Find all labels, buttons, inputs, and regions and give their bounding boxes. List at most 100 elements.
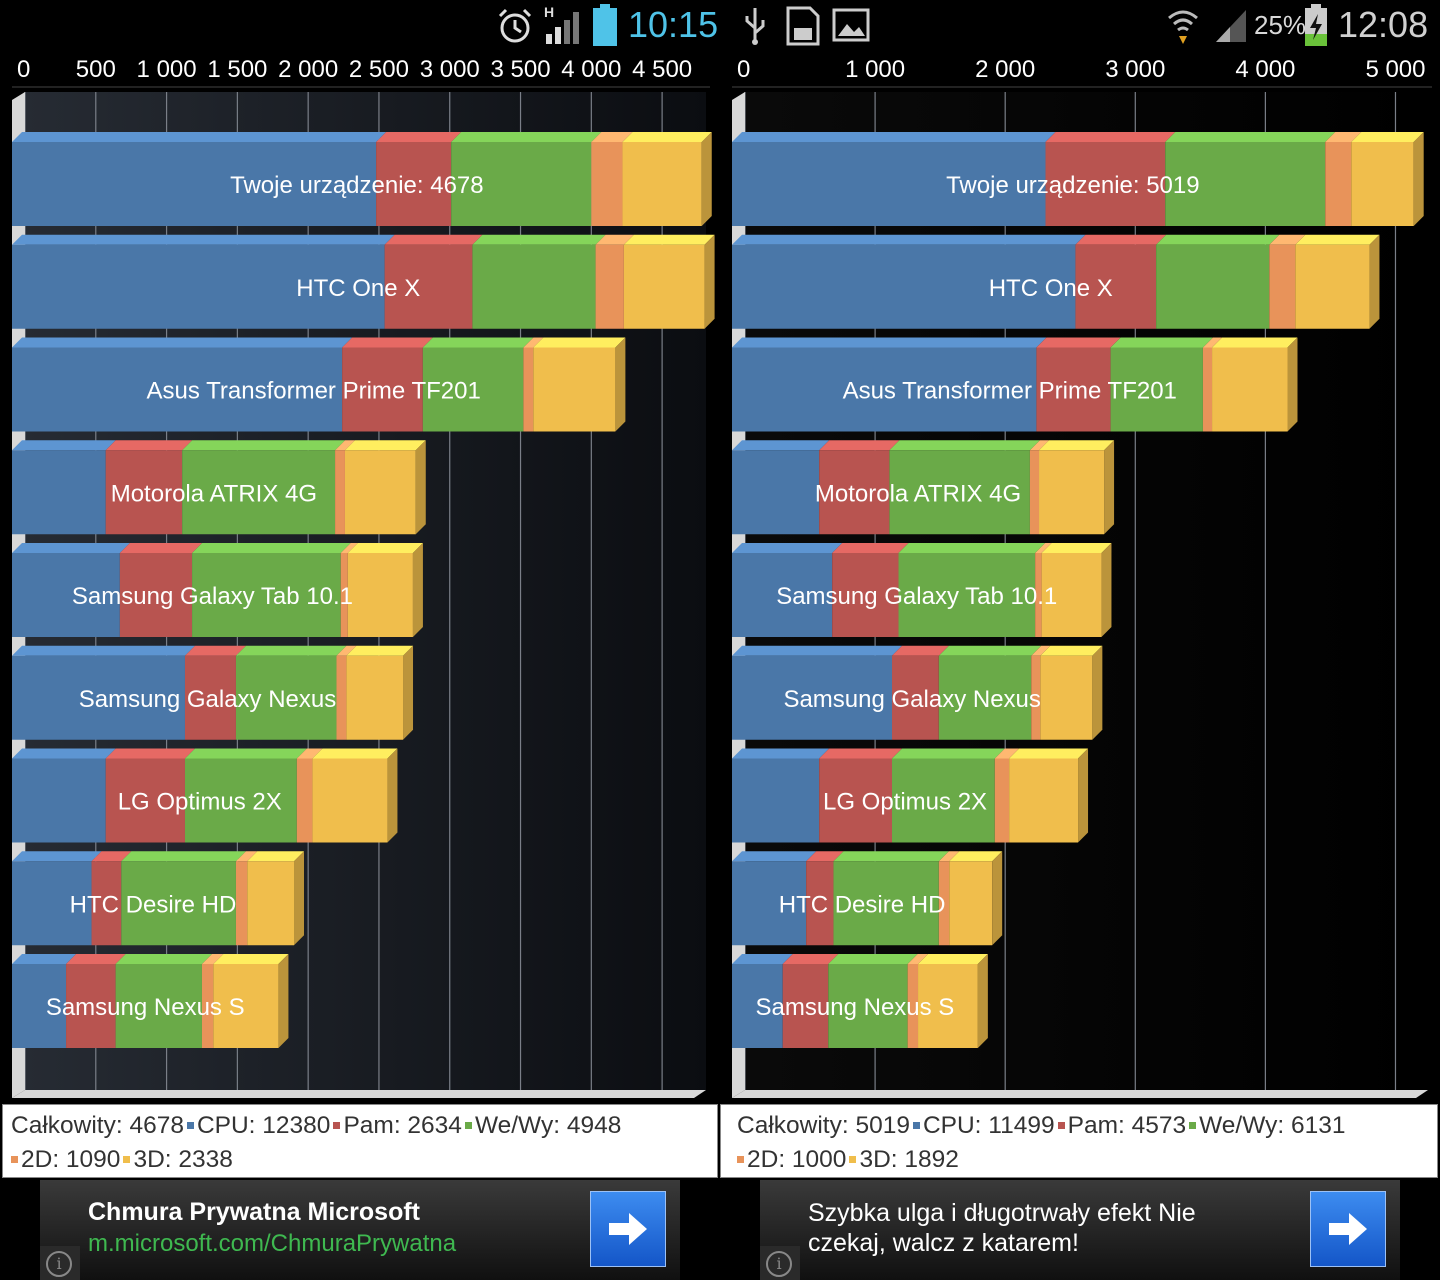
bar-top-2d	[1202, 337, 1223, 348]
bar-top-we-wy	[121, 851, 246, 862]
bar-segment-cpu	[12, 450, 106, 535]
bar-segment-cpu	[732, 861, 807, 946]
bar-top-cpu	[732, 851, 817, 862]
ad-arrow-button[interactable]	[590, 1191, 666, 1267]
bar-side	[387, 748, 398, 843]
bar-label: Samsung Galaxy Nexus	[79, 686, 336, 713]
bar-segment-cpu	[12, 655, 185, 740]
bar-segment-3d	[1212, 347, 1288, 432]
x-tick-label: 3 000	[1105, 56, 1165, 83]
ad-arrow-button[interactable]	[1310, 1191, 1386, 1267]
legend-swatch-cpu	[912, 1121, 920, 1129]
left-screenshot: H 10:15 0 500 1 000 1 500 2 000 2 500 3 000 3 5…	[0, 0, 718, 1280]
bar-segment-we-wy	[892, 758, 995, 843]
bar-group: LG Optimus 2X	[12, 748, 398, 843]
bar-top-cpu	[12, 543, 130, 553]
bar-group: Motorola ATRIX 4G	[732, 440, 1115, 535]
bar-top-3d	[623, 234, 715, 245]
bar-side	[1413, 132, 1424, 226]
bar-segment-pam	[1045, 142, 1166, 226]
ad-info-button[interactable]: i	[760, 1246, 800, 1280]
bar-label: LG Optimus 2X	[118, 789, 282, 816]
bar-segment-we-wy	[833, 861, 939, 946]
bar-segment-pam	[1075, 244, 1157, 329]
bar-segment-2d	[1269, 244, 1296, 329]
bar-side	[1104, 440, 1115, 535]
bar-label: Motorola ATRIX 4G	[815, 480, 1021, 507]
bar-segment-cpu	[732, 655, 893, 740]
bar-group: Motorola ATRIX 4G	[12, 440, 426, 535]
bar-top-pam	[806, 851, 844, 862]
bar-segment-3d	[344, 450, 416, 535]
legend-swatch-2d	[737, 1155, 744, 1163]
bar-label: HTC Desire HD	[779, 891, 946, 918]
signal-icon	[1216, 10, 1246, 42]
bar-segment-we-wy	[1110, 347, 1203, 432]
bar-top-cpu	[732, 132, 1056, 142]
bar-side	[403, 645, 414, 740]
bar-segment-3d	[213, 964, 279, 1048]
ad-info-button[interactable]: i	[40, 1246, 80, 1280]
bar-segment-cpu	[12, 553, 120, 637]
bar-segment-pam	[105, 758, 185, 843]
bar-top-we-wy	[182, 440, 346, 451]
bar-label: HTC One X	[989, 275, 1113, 302]
bar-top-2d	[994, 748, 1020, 759]
bar-top-we-wy	[833, 851, 949, 862]
status-bar: H 10:15	[0, 0, 718, 50]
bar-segment-3d	[1351, 142, 1414, 226]
bar-segment-we-wy	[472, 244, 596, 329]
ad-banner[interactable]: Chmura Prywatna Microsoft m.microsoft.co…	[40, 1180, 680, 1280]
bar-top-2d	[1269, 234, 1306, 245]
bar-segment-cpu	[732, 553, 833, 637]
bar-segment-cpu	[12, 758, 106, 843]
bar-side	[1287, 337, 1298, 432]
bar-group: Asus Transformer Prime TF201	[12, 337, 626, 432]
bar-segment-2d	[907, 964, 919, 1048]
bar-top-2d	[235, 851, 258, 862]
bar-segment-we-wy	[121, 861, 236, 946]
chart-legend: Całkowity: 4678 CPU: 12380 Pam: 2634 We/Wy:…	[2, 1104, 718, 1178]
bar-top-3d	[533, 337, 626, 348]
legend-line-1: Całkowity: 4678 CPU: 12380 Pam: 2634 We/Wy:…	[11, 1109, 717, 1143]
ad-url[interactable]: m.microsoft.com/ChmuraPrywatna	[88, 1230, 457, 1257]
bar-segment-pam	[384, 244, 473, 329]
bar-label: Samsung Galaxy Tab 10.1	[72, 583, 353, 610]
x-tick-label: 4 000	[561, 56, 621, 83]
bar-side	[1369, 234, 1380, 329]
bar-top-3d	[344, 440, 426, 451]
bar-side	[977, 954, 988, 1048]
bar-top-we-wy	[472, 234, 606, 245]
bar-top-pam	[1045, 132, 1176, 142]
bar-segment-pam	[105, 450, 183, 535]
bar-group: HTC Desire HD	[732, 851, 1003, 946]
arrow-right-icon	[1329, 1213, 1367, 1245]
bar-segment-3d	[312, 758, 388, 843]
bar-label: Twoje urządzenie: 5019	[946, 172, 1199, 199]
bar-top-cpu	[732, 337, 1047, 348]
bar-segment-cpu	[732, 758, 820, 843]
bar-top-2d	[591, 132, 633, 142]
legend-swatch-2d	[11, 1155, 18, 1163]
ad-banner[interactable]: Szybka ulga i długotrwały efekt Nie czek…	[760, 1180, 1400, 1280]
bar-segment-pam	[1036, 347, 1111, 432]
signal-icon	[546, 12, 579, 44]
bar-top-we-wy	[422, 337, 534, 348]
bar-segment-pam	[892, 655, 939, 740]
x-tick-label: 2 000	[975, 56, 1035, 83]
bar-group: HTC Desire HD	[12, 851, 305, 946]
x-tick-label: 1 000	[845, 56, 905, 83]
legend-line-2: 2D: 1090 3D: 2338	[11, 1143, 717, 1177]
x-tick-label: 500	[76, 56, 116, 83]
bar-top-2d	[907, 954, 929, 964]
bar-segment-3d	[1041, 553, 1102, 637]
bar-side	[415, 440, 426, 535]
bar-segment-cpu	[12, 244, 385, 329]
bar-segment-we-wy	[1156, 244, 1270, 329]
usb-icon	[745, 8, 765, 45]
bar-top-3d	[1041, 543, 1112, 553]
x-tick-label: 4 500	[632, 56, 692, 83]
benchmark-chart: 0 500 1 000 1 500 2 000 2 500 3 000 3 500 4 000 4…	[12, 56, 715, 1098]
battery-percent: 25%	[1254, 10, 1307, 40]
bar-segment-we-wy	[235, 655, 337, 740]
